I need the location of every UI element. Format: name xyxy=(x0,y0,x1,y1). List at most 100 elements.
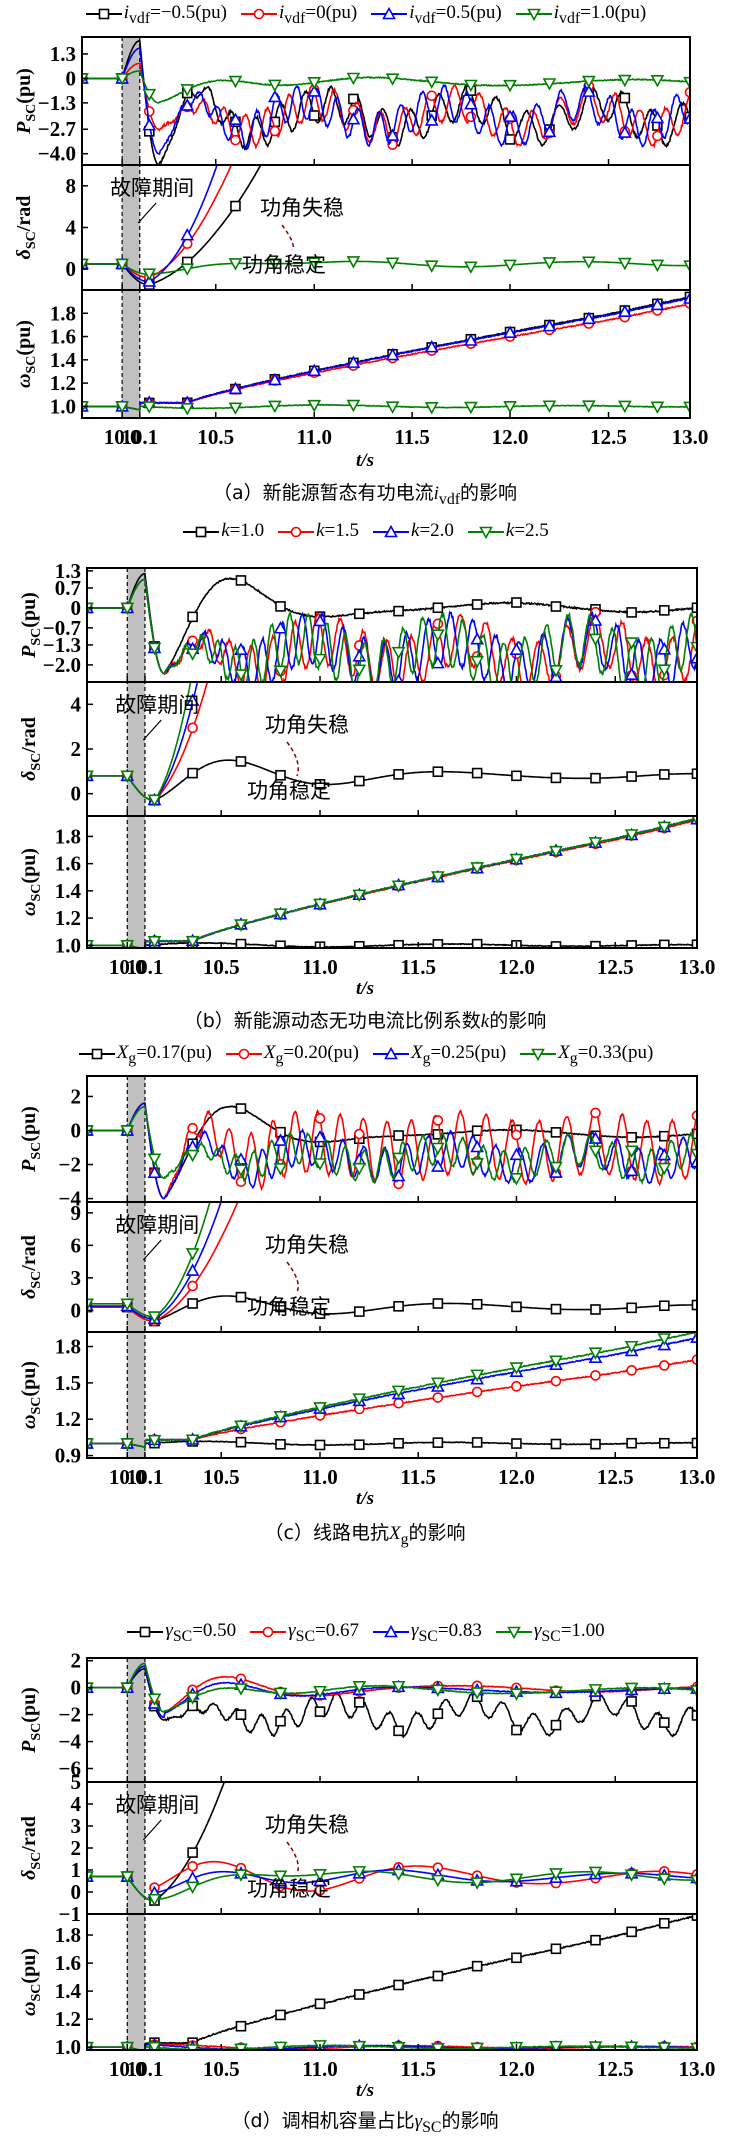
data-point xyxy=(590,772,601,784)
data-point xyxy=(142,268,157,281)
data-point xyxy=(268,79,282,93)
legend-value: =1.0(pu) xyxy=(580,2,647,23)
data-point xyxy=(691,1299,697,1311)
data-point xyxy=(354,775,365,787)
legend-item: γSC=0.67 xyxy=(248,1620,359,1646)
y-tick-label: 0 xyxy=(66,66,77,90)
data-point xyxy=(313,898,327,912)
square-marker-icon xyxy=(195,526,207,537)
data-point xyxy=(581,400,596,413)
data-point xyxy=(275,940,286,948)
data-point xyxy=(581,256,596,269)
y-tick-label: 2 xyxy=(71,737,82,761)
annotation-stable: 功角稳定 xyxy=(242,253,326,277)
data-point xyxy=(187,1847,198,1858)
y-axis-label: PSC(pu) xyxy=(18,592,44,659)
data-point xyxy=(659,1917,670,1929)
y-tick-label: −1 xyxy=(59,1902,81,1926)
y-tick-label: 2 xyxy=(71,1084,82,1108)
data-point xyxy=(180,263,195,276)
data-point xyxy=(230,200,241,212)
legend-swatch-circle xyxy=(240,8,277,19)
series-line xyxy=(87,817,697,948)
y-tick-label: 1.6 xyxy=(55,852,81,876)
data-point xyxy=(542,78,557,91)
legend-var: i xyxy=(553,2,560,23)
chart-svg: 20−2−4−6PSC(pu)543210−1δSC/rad1.81.61.41… xyxy=(18,1649,715,2081)
data-point xyxy=(307,257,322,270)
y-tick-label: 8 xyxy=(66,174,77,198)
data-point xyxy=(650,401,665,415)
annotation-unstable: 功角失稳 xyxy=(260,196,344,220)
y-tick-label: −1.3 xyxy=(38,91,76,115)
data-point xyxy=(346,72,361,86)
data-point xyxy=(87,1871,94,1884)
data-point xyxy=(120,1438,135,1451)
data-point xyxy=(352,889,367,903)
panel-omega: 1.8 1.6 1.4 1.2 1.0 ωSC(pu) xyxy=(18,815,698,957)
data-point xyxy=(143,106,155,117)
data-point xyxy=(657,664,672,677)
data-point xyxy=(691,1110,697,1122)
data-point xyxy=(617,74,632,88)
data-point xyxy=(626,1302,637,1314)
data-point xyxy=(385,73,400,86)
x-tick-label: 10.5 xyxy=(203,955,240,979)
data-point xyxy=(690,641,697,655)
legend-subscript: vdf xyxy=(559,9,581,27)
data-point xyxy=(690,651,697,664)
y-tick-label: 1.6 xyxy=(55,1951,81,1975)
dashed-arrow-icon xyxy=(281,224,294,251)
legend-swatch-circle xyxy=(278,526,315,537)
legend-var: γ xyxy=(288,1620,296,1641)
data-point xyxy=(393,1397,404,1409)
data-point xyxy=(187,767,198,779)
legend-subscript: SC xyxy=(418,1627,438,1645)
data-point xyxy=(314,1439,326,1451)
data-point xyxy=(683,111,690,124)
data-point xyxy=(180,84,195,97)
data-point xyxy=(684,87,690,98)
data-point xyxy=(235,1103,247,1114)
data-point xyxy=(385,257,400,270)
annotation-unstable: 功角失稳 xyxy=(265,1813,349,1837)
data-point xyxy=(235,756,247,767)
legend-value: =0.50 xyxy=(192,1620,237,1641)
series-line xyxy=(87,1102,697,1200)
triangle-down-marker-icon xyxy=(506,1626,521,1639)
legend-subscript: SC xyxy=(172,1627,193,1645)
data-point xyxy=(470,1877,485,1890)
y-tick-label: −4 xyxy=(59,1187,82,1211)
data-point xyxy=(187,1122,198,1134)
y-tick-label: 1 xyxy=(71,1858,82,1882)
square-marker-icon xyxy=(140,1626,151,1637)
data-point xyxy=(115,73,129,86)
data-point xyxy=(511,770,522,782)
data-point xyxy=(470,1158,485,1171)
y-axis-label: δSC/rad xyxy=(18,1816,44,1880)
data-point xyxy=(147,1893,162,1907)
data-point xyxy=(120,1682,135,1695)
data-point xyxy=(424,339,439,353)
data-point xyxy=(659,1360,670,1371)
data-point xyxy=(147,1434,162,1448)
data-point xyxy=(187,1860,198,1872)
data-point xyxy=(273,1687,288,1701)
data-point xyxy=(393,1130,404,1141)
legend-swatch-triangle-down xyxy=(467,526,504,539)
data-point xyxy=(432,618,444,630)
legend-subscript: vdf xyxy=(414,9,436,27)
data-point xyxy=(617,125,632,138)
data-point xyxy=(581,311,596,325)
circle-marker-icon xyxy=(253,8,265,19)
legend-item: k=1.0 xyxy=(181,520,264,542)
data-point xyxy=(391,1168,406,1182)
series-line xyxy=(87,1914,697,2050)
x-axis-label: t/s xyxy=(356,1488,374,1509)
data-point xyxy=(617,304,632,317)
x-tick-label: 12.0 xyxy=(498,1465,535,1489)
data-point xyxy=(82,258,89,272)
circle-marker-icon xyxy=(238,1048,250,1059)
data-point xyxy=(690,1154,697,1168)
data-point xyxy=(590,1370,601,1381)
